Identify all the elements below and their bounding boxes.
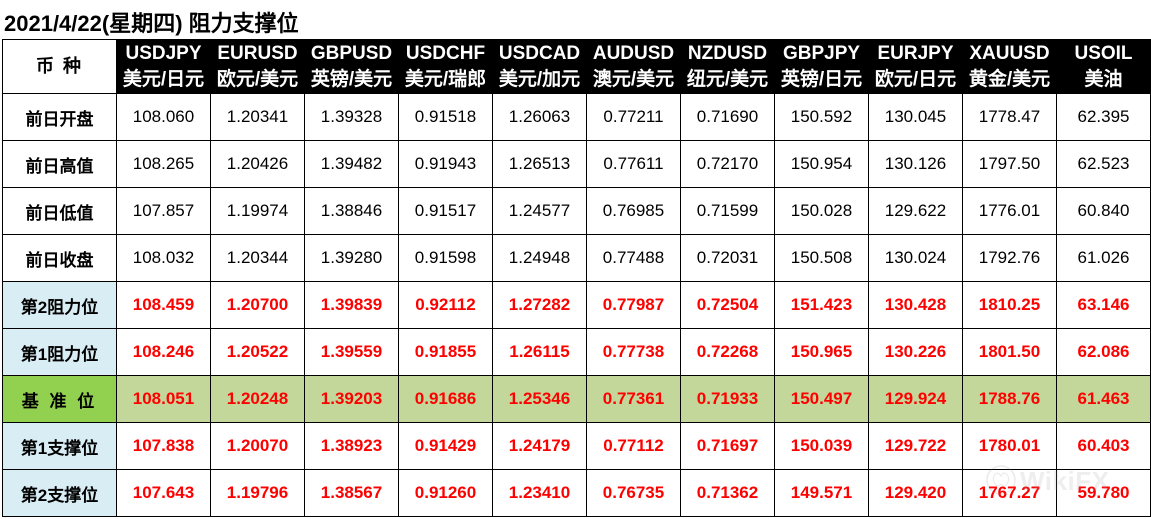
svg-text:WikiFX: WikiFX [1020,466,1110,496]
